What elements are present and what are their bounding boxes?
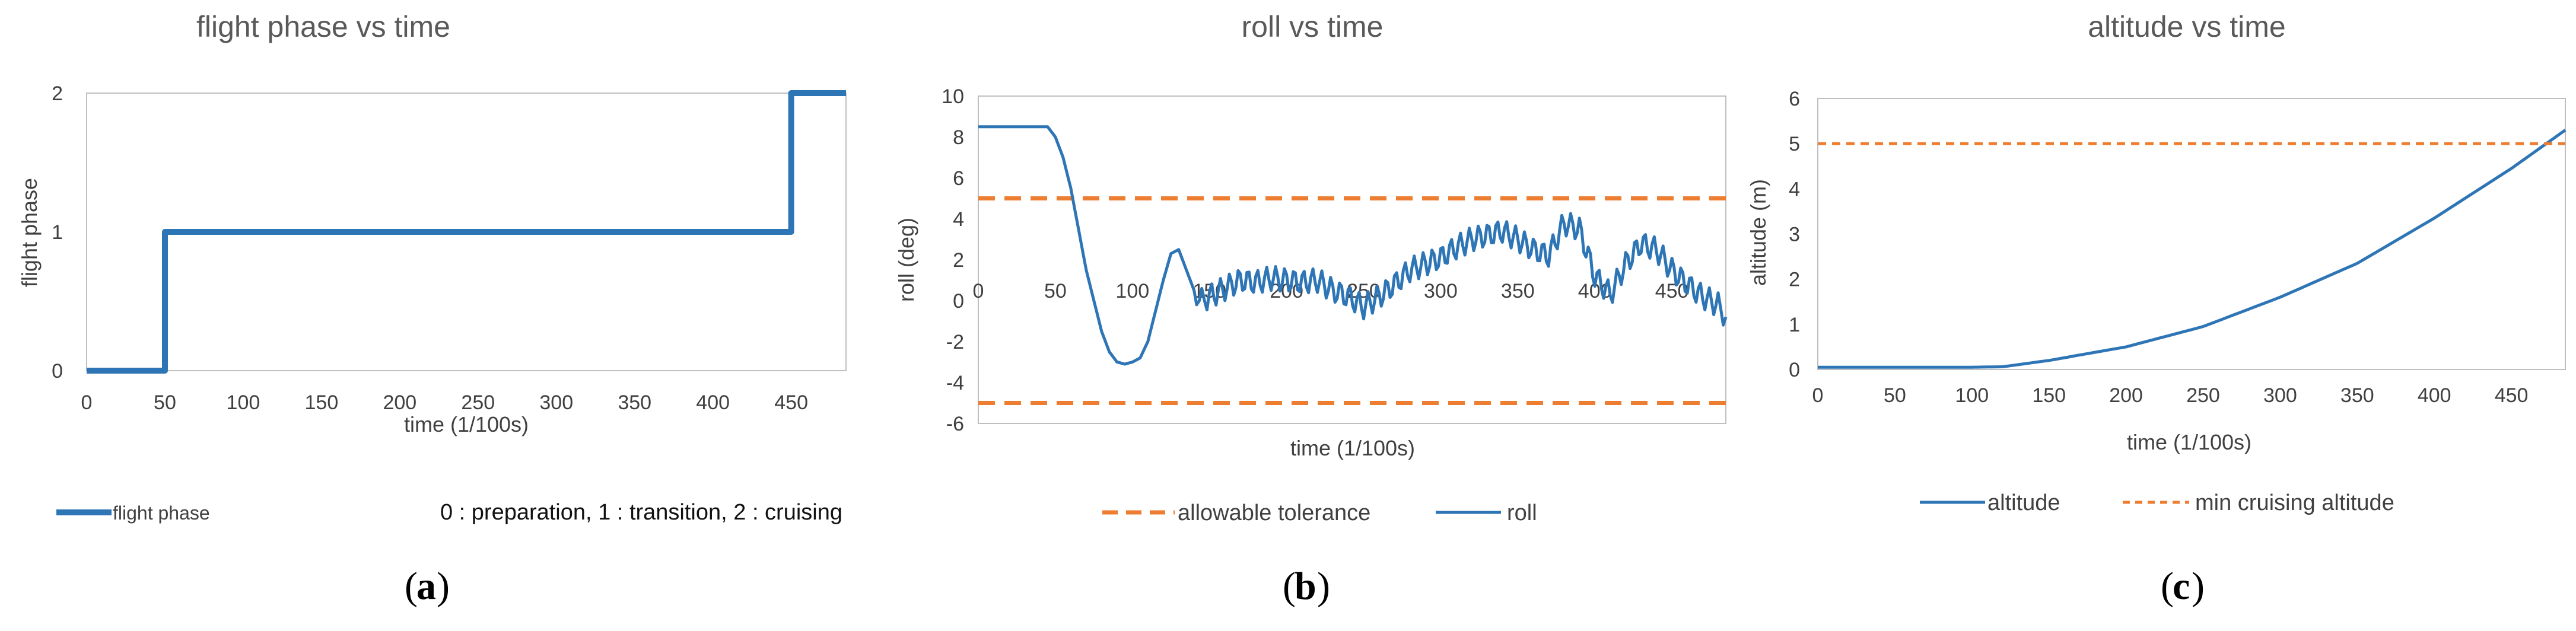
legend-label-allowable-tolerance: allowable tolerance [1178, 501, 1370, 525]
y-tick-label: 10 [942, 85, 964, 108]
plot-area [86, 93, 847, 371]
x-tick-label: 350 [1501, 280, 1535, 302]
y-tick-label: -6 [946, 413, 964, 435]
y-tick-label: -2 [946, 331, 964, 353]
y-tick-label: 4 [1789, 178, 1800, 200]
y-tick-label: 5 [1789, 133, 1800, 155]
legend: altitude min cruising altitude [1920, 490, 2394, 515]
caption-a: ( a ) [405, 565, 450, 608]
x-tick-label: 250 [2186, 384, 2220, 407]
caption-letter: b [1295, 565, 1316, 608]
chart-title: altitude vs time [2088, 10, 2285, 43]
x-tick-label: 100 [1115, 280, 1149, 302]
chart-title: flight phase vs time [196, 10, 450, 43]
y-axis-label: altitude (m) [1746, 179, 1770, 286]
x-tick-label: 400 [2418, 384, 2451, 407]
x-tick-label: 200 [383, 391, 416, 414]
x-tick-label: 300 [2263, 384, 2297, 407]
y-tick-label: 8 [953, 126, 964, 149]
caption-open: ( [405, 565, 418, 608]
x-tick-label: 450 [774, 391, 808, 414]
y-tick-label: 4 [953, 208, 964, 231]
x-axis-label: time (1/100s) [2127, 430, 2251, 454]
legend-label-min-cruising-altitude: min cruising altitude [2195, 490, 2394, 515]
series-layer [978, 125, 1728, 405]
caption-open: ( [2161, 565, 2174, 608]
caption-open: ( [1283, 565, 1296, 608]
y-tick-label: -4 [946, 372, 964, 394]
x-tick-label: 0 [81, 391, 93, 414]
x-tick-label: 300 [539, 391, 573, 414]
y-axis-label: flight phase [17, 178, 42, 287]
x-tick-label: 150 [2032, 384, 2066, 407]
y-tick-label: 0 [1789, 359, 1800, 381]
legend-label-altitude: altitude [1987, 490, 2060, 515]
x-tick-label: 250 [461, 391, 495, 414]
plot-area [1817, 98, 2566, 370]
x-tick-label: 400 [696, 391, 730, 414]
plot-area [978, 95, 1726, 424]
y-tick-label: 6 [1789, 88, 1800, 110]
x-tick-label: 200 [2109, 384, 2143, 407]
x-tick-label: 0 [973, 280, 984, 302]
x-tick-label: 450 [2495, 384, 2529, 407]
legend-note: 0 : preparation, 1 : transition, 2 : cru… [440, 500, 842, 525]
x-tick-label: 350 [2340, 384, 2374, 407]
y-tick-label: 3 [1789, 224, 1800, 246]
x-tick-labels: 0 50 100 150 200 250 300 350 400 450 [973, 280, 1689, 302]
y-axis-label: roll (deg) [894, 218, 918, 302]
y-tick-label: 6 [953, 167, 964, 190]
y-tick-labels: 0 1 2 [52, 82, 63, 383]
x-tick-label: 50 [154, 391, 176, 414]
y-tick-label: 1 [1789, 314, 1800, 336]
x-tick-label: 0 [1812, 384, 1824, 407]
x-tick-label: 100 [227, 391, 260, 414]
x-tick-labels: 0 50 100 150 200 250 300 350 400 450 [81, 391, 808, 414]
y-tick-labels: 0 1 2 3 4 5 6 [1789, 88, 1800, 381]
chart-altitude: altitude vs time altitude (m) time (1/10… [1746, 10, 2567, 608]
series-line-roll [978, 125, 1728, 366]
caption-b: ( b ) [1283, 565, 1330, 608]
caption-close: ) [1317, 565, 1330, 608]
series-layer [87, 90, 846, 374]
y-tick-label: 0 [52, 360, 63, 383]
y-tick-label: 1 [52, 221, 63, 244]
caption-letter: c [2173, 565, 2190, 608]
y-tick-label: 2 [1789, 269, 1800, 291]
legend: allowable tolerance roll [1102, 501, 1537, 525]
legend-label-flight-phase: flight phase [113, 502, 210, 524]
x-tick-label: 50 [1884, 384, 1906, 407]
legend: flight phase 0 : preparation, 1 : transi… [56, 500, 842, 525]
chart-title: roll vs time [1242, 10, 1384, 43]
y-tick-label: 0 [953, 290, 964, 313]
series-line-flight-phase [87, 90, 846, 374]
y-tick-label: 2 [52, 82, 63, 105]
y-tick-labels: -6 -4 -2 0 2 4 6 8 10 [942, 85, 964, 435]
x-axis-label: time (1/100s) [1290, 436, 1415, 460]
legend-label-roll: roll [1507, 501, 1537, 525]
x-tick-label: 150 [305, 391, 339, 414]
caption-c: ( c ) [2161, 565, 2205, 608]
x-tick-label: 300 [1424, 280, 1458, 302]
caption-close: ) [2192, 565, 2205, 608]
chart-roll: roll vs time roll (deg) time (1/100s) -6… [894, 10, 1728, 608]
series-line-altitude [1818, 129, 2567, 369]
x-tick-label: 100 [1955, 384, 1989, 407]
x-tick-labels: 0 50 100 150 200 250 300 350 400 450 [1812, 384, 2529, 407]
x-tick-label: 350 [618, 391, 651, 414]
chart-flight-phase: flight phase vs time flight phase time (… [17, 10, 847, 608]
x-axis-label: time (1/100s) [404, 412, 529, 436]
series-layer [1818, 129, 2567, 369]
caption-close: ) [437, 565, 450, 608]
x-tick-label: 50 [1044, 280, 1067, 302]
y-tick-label: 2 [953, 249, 964, 272]
caption-letter: a [416, 565, 436, 608]
